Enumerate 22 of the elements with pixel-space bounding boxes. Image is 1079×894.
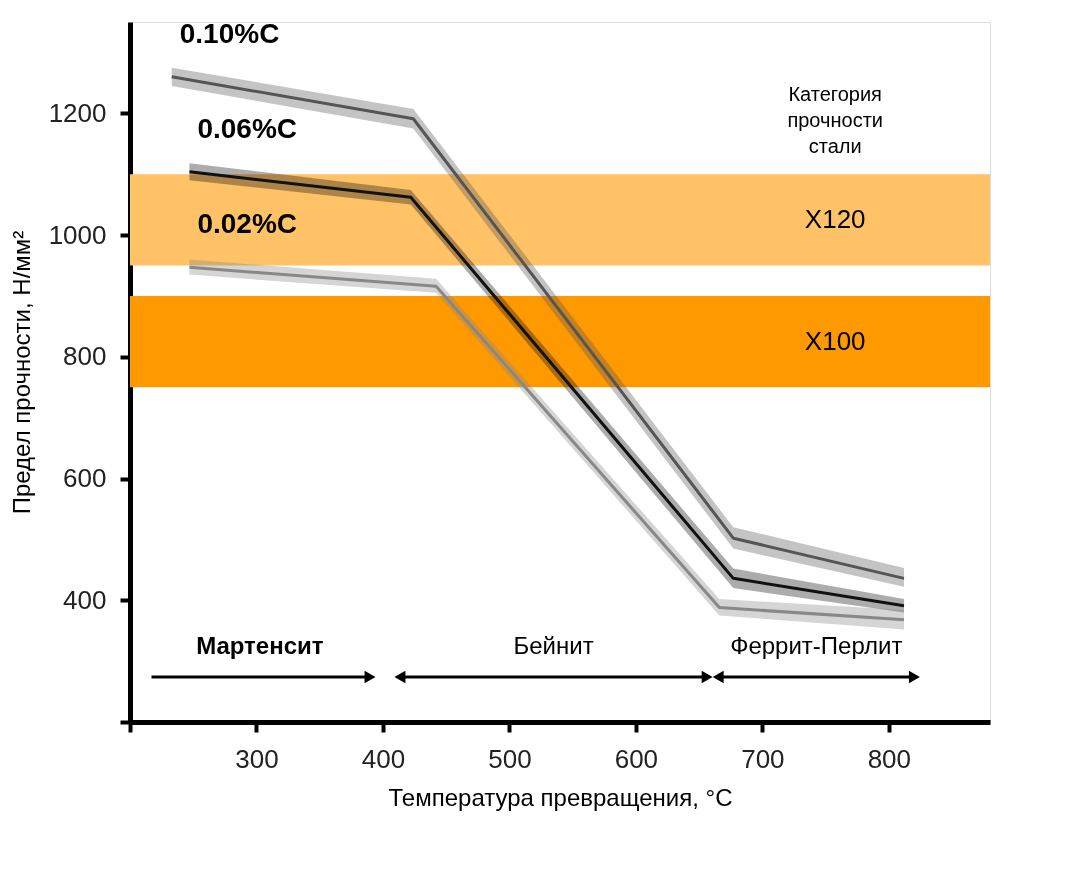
annotation: Категория прочности стали	[787, 83, 883, 157]
x-tick-label: 700	[741, 743, 785, 774]
x-tick-label: 300	[235, 743, 279, 774]
x-tick-label: 800	[867, 743, 912, 774]
y-tick-label: 400	[63, 584, 107, 615]
annotation: Мартенсит	[196, 632, 324, 659]
y-tick-label: 1000	[48, 219, 107, 250]
y-axis-title: Предел прочности, Н/мм²	[7, 230, 35, 515]
series-label: 0.06%C	[197, 112, 298, 144]
y-tick-label: 1200	[48, 97, 107, 128]
y-tick-label: 800	[63, 341, 107, 372]
annotation: Бейнит	[513, 632, 594, 659]
series-label: 0.02%C	[197, 208, 298, 240]
x-axis-title: Температура превращения, °C	[388, 783, 733, 811]
x-tick-label: 600	[614, 743, 659, 774]
band-label: X100	[804, 325, 866, 356]
series-label: 0.10%C	[179, 17, 280, 49]
annotation: Феррит-Перлит	[730, 632, 903, 659]
x-tick-label: 400	[361, 743, 406, 774]
x-tick-label: 500	[488, 743, 532, 774]
y-tick-label: 600	[63, 463, 107, 494]
band-label: X120	[804, 203, 866, 234]
